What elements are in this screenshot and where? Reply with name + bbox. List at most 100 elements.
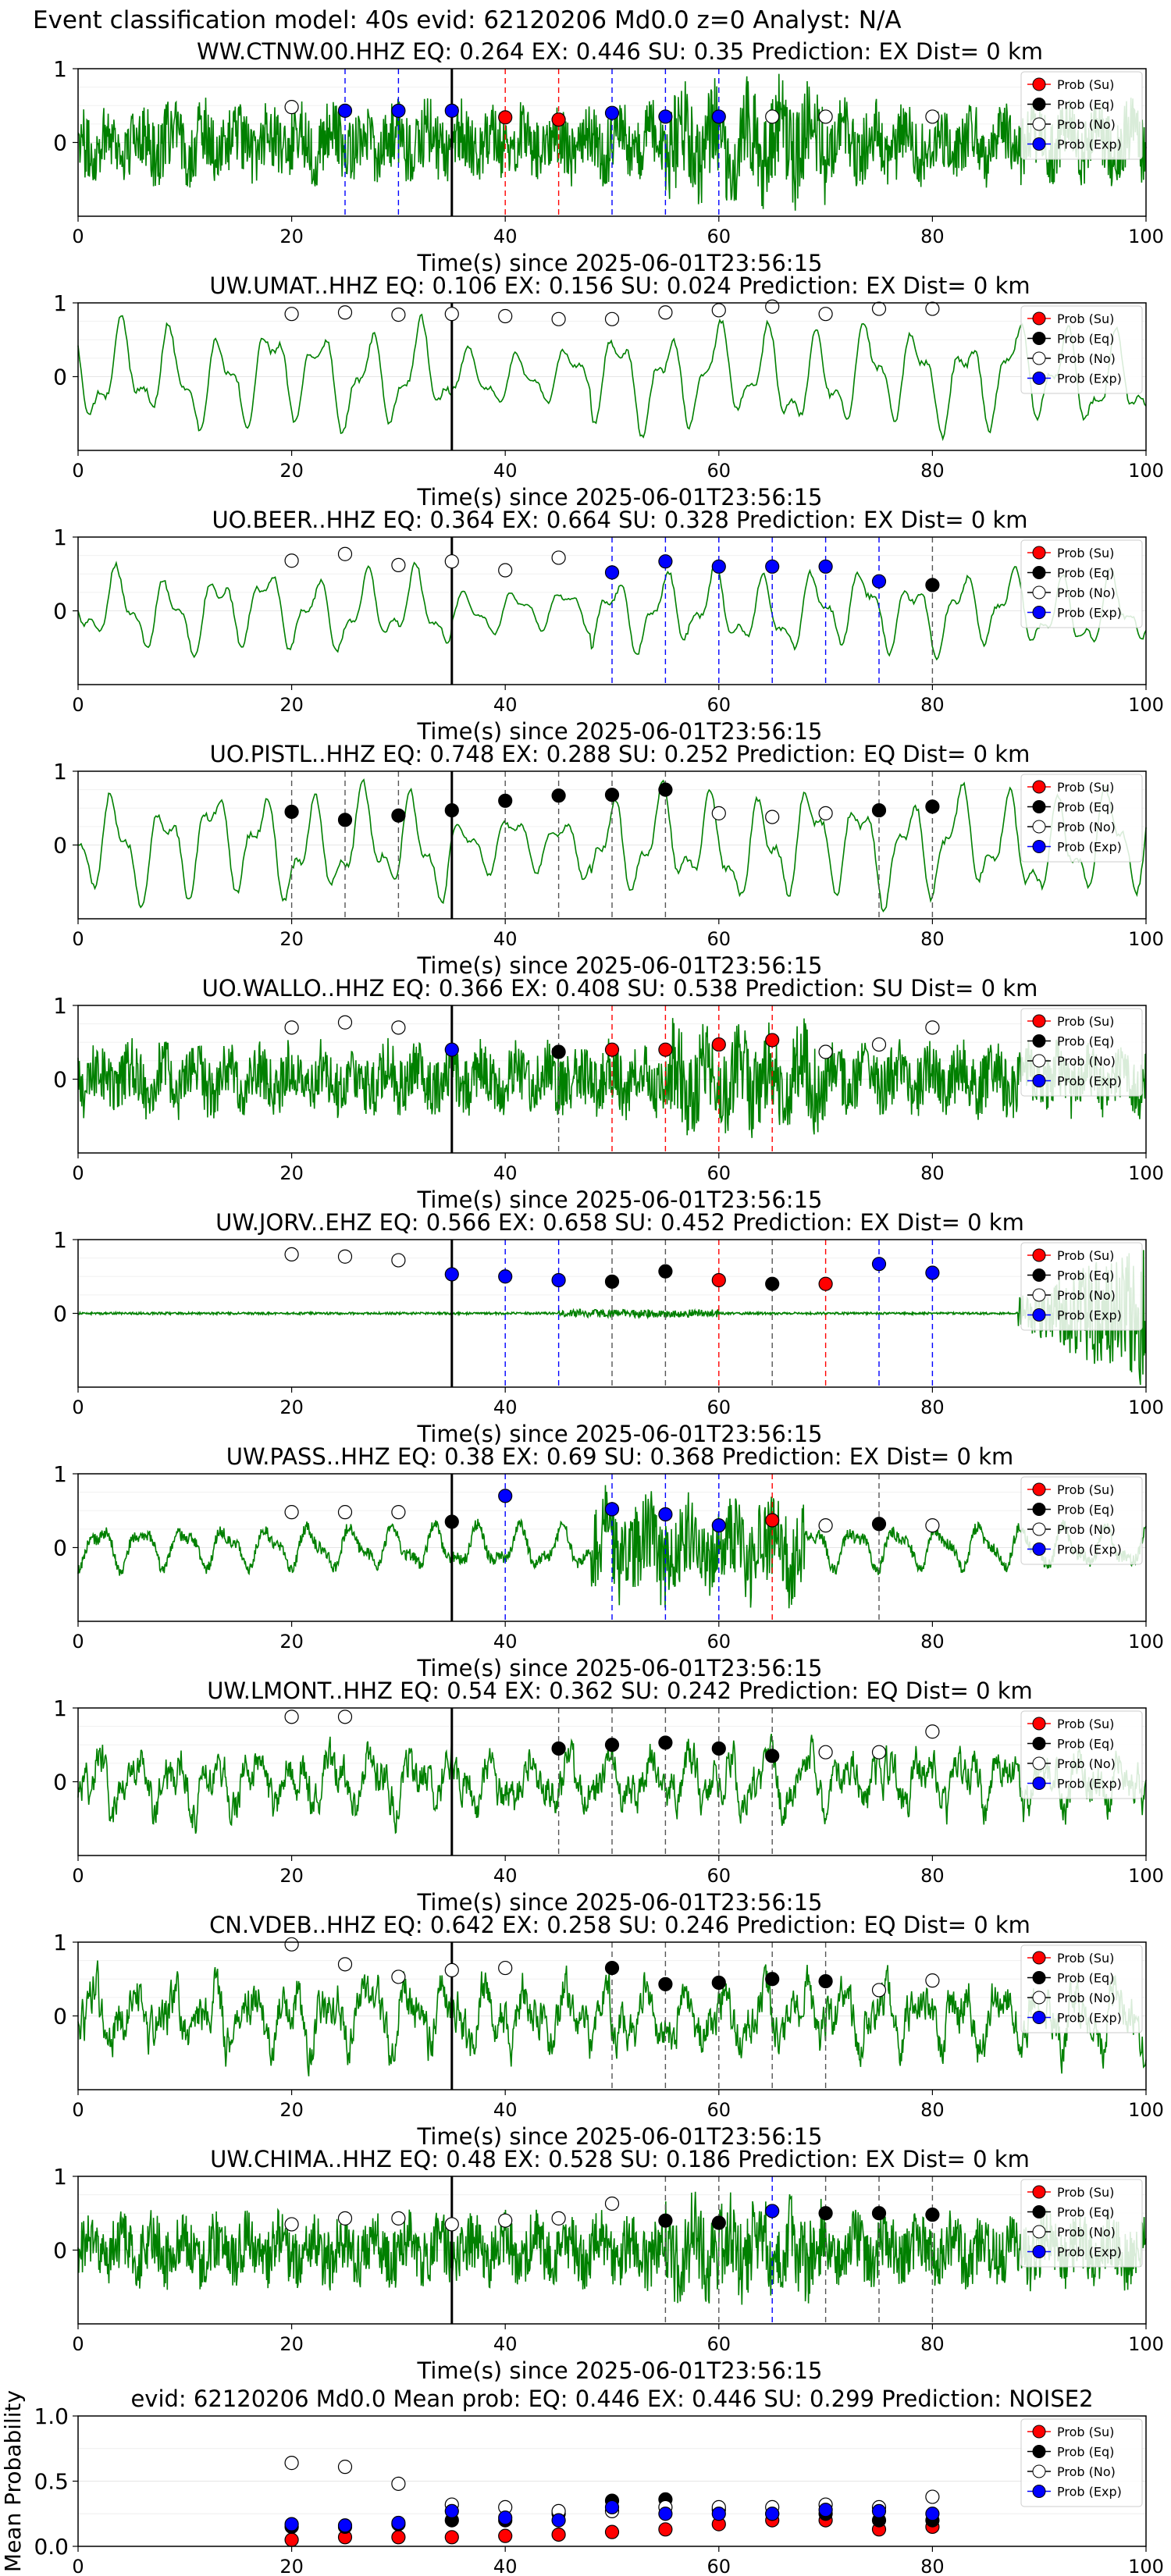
x-tick-label: 80 <box>920 460 945 482</box>
x-tick-label: 0 <box>72 460 84 482</box>
prob-marker-no <box>284 1937 299 1952</box>
x-tick-label: 100 <box>1128 1162 1164 1184</box>
legend-box <box>1020 2179 1143 2268</box>
x-tick-label: 60 <box>707 1397 731 1418</box>
prob-marker-no <box>818 806 833 820</box>
plot-frame <box>77 1239 1147 1388</box>
prob-marker-no <box>498 2213 513 2228</box>
x-tick-label: 40 <box>493 226 518 247</box>
prob-marker-no <box>711 806 726 820</box>
panel-title: UO.WALLO..HHZ EQ: 0.366 EX: 0.408 SU: 0.… <box>202 975 1038 1002</box>
x-axis-label: Time(s) since 2025-06-01T23:56:15 <box>417 718 823 745</box>
legend-marker-no <box>1032 2464 1046 2478</box>
prob-marker-exp <box>658 554 673 569</box>
x-tick-label: 0 <box>72 1865 84 1887</box>
mean-marker-su <box>551 2527 566 2542</box>
legend-label-no: Prob (No) <box>1057 585 1116 600</box>
legend-marker-su <box>1032 1717 1046 1731</box>
mean-marker-su <box>658 2522 673 2537</box>
prob-marker-no <box>765 299 780 314</box>
x-tick-label: 40 <box>493 928 518 950</box>
x-tick-label: 20 <box>279 2099 304 2121</box>
legend-marker-su <box>1032 2185 1046 2199</box>
prob-marker-no <box>337 305 353 320</box>
legend-marker-exp <box>1032 2245 1046 2258</box>
prob-marker-no <box>284 1710 299 1724</box>
legend-marker-su <box>1032 1014 1046 1028</box>
y-tick-label: 0.0 <box>34 2534 69 2560</box>
x-tick-label: 20 <box>279 928 304 950</box>
mean-marker-exp <box>658 2507 673 2521</box>
x-tick-label: 40 <box>493 2333 518 2355</box>
x-tick-label: 80 <box>920 2099 945 2121</box>
x-tick-label: 0 <box>72 1162 84 1184</box>
prob-marker-eq <box>925 2208 940 2222</box>
prob-marker-eq <box>925 799 940 814</box>
prob-marker-no <box>337 1505 353 1520</box>
legend-label-exp: Prob (Exp) <box>1057 137 1122 152</box>
mean-marker-no <box>284 2456 299 2471</box>
prob-marker-exp <box>551 1272 566 1288</box>
prob-marker-no <box>337 546 353 561</box>
prob-marker-no <box>284 1247 299 1262</box>
x-tick-label: 20 <box>279 694 304 716</box>
x-tick-label: 60 <box>707 2099 731 2121</box>
legend-marker-exp <box>1032 2485 1046 2498</box>
waveform-trace <box>77 313 1147 442</box>
x-tick-label: 60 <box>707 2556 731 2576</box>
mean-marker-exp <box>818 2503 833 2517</box>
prob-marker-su <box>765 1513 780 1528</box>
legend-marker-eq <box>1032 800 1046 813</box>
prob-marker-eq <box>284 804 299 820</box>
y-tick-label: 0 <box>53 1067 67 1093</box>
legend-label-no: Prob (No) <box>1057 2225 1116 2240</box>
legend-label-exp: Prob (Exp) <box>1057 372 1122 386</box>
legend-label-no: Prob (No) <box>1057 1054 1116 1069</box>
mean-marker-exp <box>498 2510 513 2525</box>
x-tick-label: 0 <box>72 1397 84 1418</box>
prob-marker-eq <box>711 1741 726 1756</box>
y-tick-label: 1 <box>53 2164 67 2190</box>
prob-marker-su <box>658 1042 673 1057</box>
prob-marker-eq <box>337 813 353 827</box>
x-axis-label: Time(s) since 2025-06-01T23:56:15 <box>417 952 823 979</box>
waveform-trace <box>77 73 1147 211</box>
legend-label-exp: Prob (Exp) <box>1057 606 1122 621</box>
legend-marker-no <box>1032 351 1046 365</box>
x-tick-label: 60 <box>707 2333 731 2355</box>
prob-marker-no <box>925 1020 940 1035</box>
legend-marker-su <box>1032 1951 1046 1965</box>
legend-label-no: Prob (No) <box>1057 1288 1116 1303</box>
legend-label-su: Prob (Su) <box>1057 2185 1114 2200</box>
y-tick-label: 1 <box>53 1227 67 1253</box>
x-tick-label: 80 <box>920 2556 945 2576</box>
prob-marker-exp <box>765 2204 780 2218</box>
x-axis-label: Time(s) since 2025-06-01T23:56:15 <box>417 2357 823 2384</box>
y-tick-label: 0 <box>53 833 67 859</box>
prob-marker-exp <box>337 103 353 118</box>
x-tick-label: 40 <box>493 1865 518 1887</box>
prob-marker-no <box>391 1253 406 1268</box>
x-tick-label: 20 <box>279 2333 304 2355</box>
prob-marker-eq <box>444 802 459 818</box>
x-tick-label: 20 <box>279 1631 304 1653</box>
x-tick-label: 100 <box>1128 1865 1164 1887</box>
panel-title: UW.UMAT..HHZ EQ: 0.106 EX: 0.156 SU: 0.0… <box>209 272 1030 299</box>
prob-marker-no <box>337 1957 353 1972</box>
legend-box <box>1020 2418 1143 2507</box>
x-tick-label: 40 <box>493 460 518 482</box>
prob-marker-su <box>711 1272 726 1288</box>
prob-marker-eq <box>604 1960 620 1976</box>
legend-marker-no <box>1032 1288 1046 1302</box>
legend-label-eq: Prob (Eq) <box>1057 566 1114 581</box>
x-tick-label: 80 <box>920 1397 945 1418</box>
legend-label-exp: Prob (Exp) <box>1057 1308 1122 1323</box>
legend-label-su: Prob (Su) <box>1057 2425 1114 2439</box>
legend-marker-exp <box>1032 1542 1046 1556</box>
prob-marker-eq <box>818 1973 833 1989</box>
prob-marker-no <box>391 1969 406 1984</box>
x-axis-label: Time(s) since 2025-06-01T23:56:15 <box>417 1655 823 1681</box>
legend-label-su: Prob (Su) <box>1057 1482 1114 1497</box>
panel-11: evid: 62120206 Md0.0 Mean prob: EQ: 0.44… <box>0 2386 1164 2576</box>
prob-marker-eq <box>658 1264 673 1279</box>
